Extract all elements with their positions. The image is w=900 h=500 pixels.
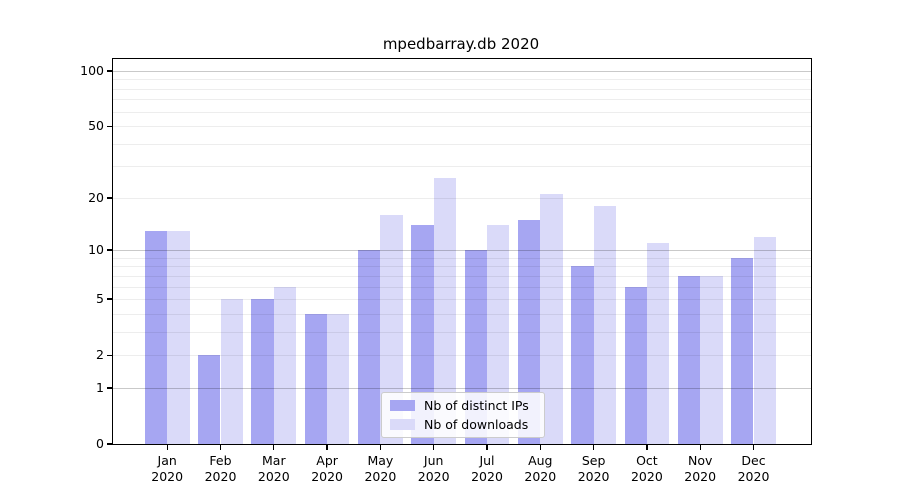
gridline-major-1 <box>112 387 811 389</box>
x-tick-may <box>379 444 382 450</box>
gridline-minor-9 <box>112 257 811 259</box>
x-tick-aug <box>539 444 541 450</box>
x-tick-dec <box>752 444 755 450</box>
x-tick-feb <box>219 444 222 450</box>
x-tick-label-dec: Dec 2020 <box>737 453 770 484</box>
y-tick-label-100: 100 <box>80 62 104 78</box>
legend: Nb of distinct IPs Nb of downloads <box>381 392 545 438</box>
y-tick-1 <box>107 387 113 389</box>
gridline-minor-2 <box>112 355 811 357</box>
legend-swatch-distinct-ips <box>390 400 415 411</box>
bar-downloads-sep <box>593 206 616 444</box>
bar-downloads-apr <box>327 313 350 444</box>
plot-area <box>111 58 812 445</box>
x-tick-jul <box>486 444 488 450</box>
y-tick-label-2: 2 <box>96 347 104 363</box>
x-tick-apr <box>326 444 328 450</box>
bar-downloads-dec <box>753 236 776 444</box>
bar-downloads-jul <box>487 225 510 444</box>
bar-distinct-ips-may <box>358 250 381 444</box>
bar-distinct-ips-nov <box>677 275 701 444</box>
x-tick-label-mar: Mar 2020 <box>257 453 290 484</box>
gridline-minor-30 <box>112 166 811 168</box>
gridline-minor-5 <box>112 299 811 301</box>
y-tick-label-20: 20 <box>88 189 104 205</box>
bar-downloads-jan <box>167 230 190 444</box>
gridline-minor-6 <box>112 286 811 288</box>
y-tick-20 <box>107 197 113 199</box>
gridline-minor-4 <box>112 313 811 315</box>
legend-label-distinct-ips: Nb of distinct IPs <box>424 398 529 413</box>
gridline-minor-20 <box>112 197 811 199</box>
x-tick-label-jun: Jun 2020 <box>417 453 450 484</box>
x-tick-label-sep: Sep 2020 <box>577 453 610 484</box>
x-tick-oct <box>646 444 648 450</box>
y-tick-50 <box>107 125 113 127</box>
gridline-minor-90 <box>112 79 811 81</box>
gridline-minor-40 <box>112 143 811 145</box>
bar-downloads-nov <box>700 275 723 444</box>
gridline-minor-60 <box>112 111 811 113</box>
bar-distinct-ips-feb <box>198 355 221 444</box>
bar-downloads-mar <box>273 286 297 444</box>
bar-distinct-ips-jun <box>411 225 434 444</box>
gridline-major-10 <box>112 250 811 252</box>
gridline-minor-70 <box>112 99 811 101</box>
y-tick-5 <box>107 298 113 300</box>
chart-title: mpedbarray.db 2020 <box>382 35 540 53</box>
bar-downloads-jun <box>433 177 457 444</box>
bar-distinct-ips-apr <box>304 313 328 444</box>
x-tick-label-feb: Feb 2020 <box>204 453 237 484</box>
bar-downloads-may <box>380 215 403 444</box>
bar-distinct-ips-jan <box>144 230 168 444</box>
x-tick-label-apr: Apr 2020 <box>311 453 343 484</box>
gridline-minor-50 <box>112 126 811 128</box>
gridline-minor-7 <box>112 275 811 277</box>
gridline-minor-8 <box>112 266 811 268</box>
x-tick-label-jul: Jul 2020 <box>471 453 503 484</box>
x-tick-nov <box>699 444 701 450</box>
bar-distinct-ips-dec <box>731 257 754 444</box>
x-tick-label-may: May 2020 <box>364 453 397 484</box>
grid-layer <box>112 59 811 444</box>
x-tick-jan <box>166 444 168 450</box>
legend-label-downloads: Nb of downloads <box>424 417 529 432</box>
gridline-major-100 <box>112 70 811 72</box>
legend-swatch-downloads <box>390 419 415 430</box>
gridline-minor-3 <box>112 331 811 333</box>
bar-distinct-ips-oct <box>624 286 647 444</box>
x-tick-label-oct: Oct 2020 <box>630 453 663 484</box>
y-tick-label-0: 0 <box>96 436 104 451</box>
x-tick-jun <box>433 444 435 450</box>
y-tick-10 <box>107 249 113 251</box>
x-tick-mar <box>273 444 275 450</box>
x-tick-sep <box>592 444 595 450</box>
y-tick-label-50: 50 <box>88 118 104 134</box>
legend-item-downloads: Nb of downloads <box>390 417 536 432</box>
x-tick-label-nov: Nov 2020 <box>684 453 717 484</box>
y-tick-100 <box>107 70 113 72</box>
x-tick-label-jan: Jan 2020 <box>151 453 184 484</box>
y-tick-2 <box>107 354 113 356</box>
bar-downloads-feb <box>220 299 243 444</box>
x-tick-label-aug: Aug 2020 <box>524 453 557 484</box>
y-tick-0 <box>107 443 113 445</box>
y-tick-label-10: 10 <box>88 242 104 258</box>
bar-distinct-ips-mar <box>251 299 274 444</box>
bar-downloads-aug <box>540 194 563 444</box>
bar-downloads-oct <box>646 243 670 444</box>
y-tick-label-5: 5 <box>96 291 104 307</box>
y-tick-label-1: 1 <box>96 379 104 395</box>
legend-item-distinct-ips: Nb of distinct IPs <box>390 398 536 413</box>
gridline-minor-80 <box>112 88 811 90</box>
